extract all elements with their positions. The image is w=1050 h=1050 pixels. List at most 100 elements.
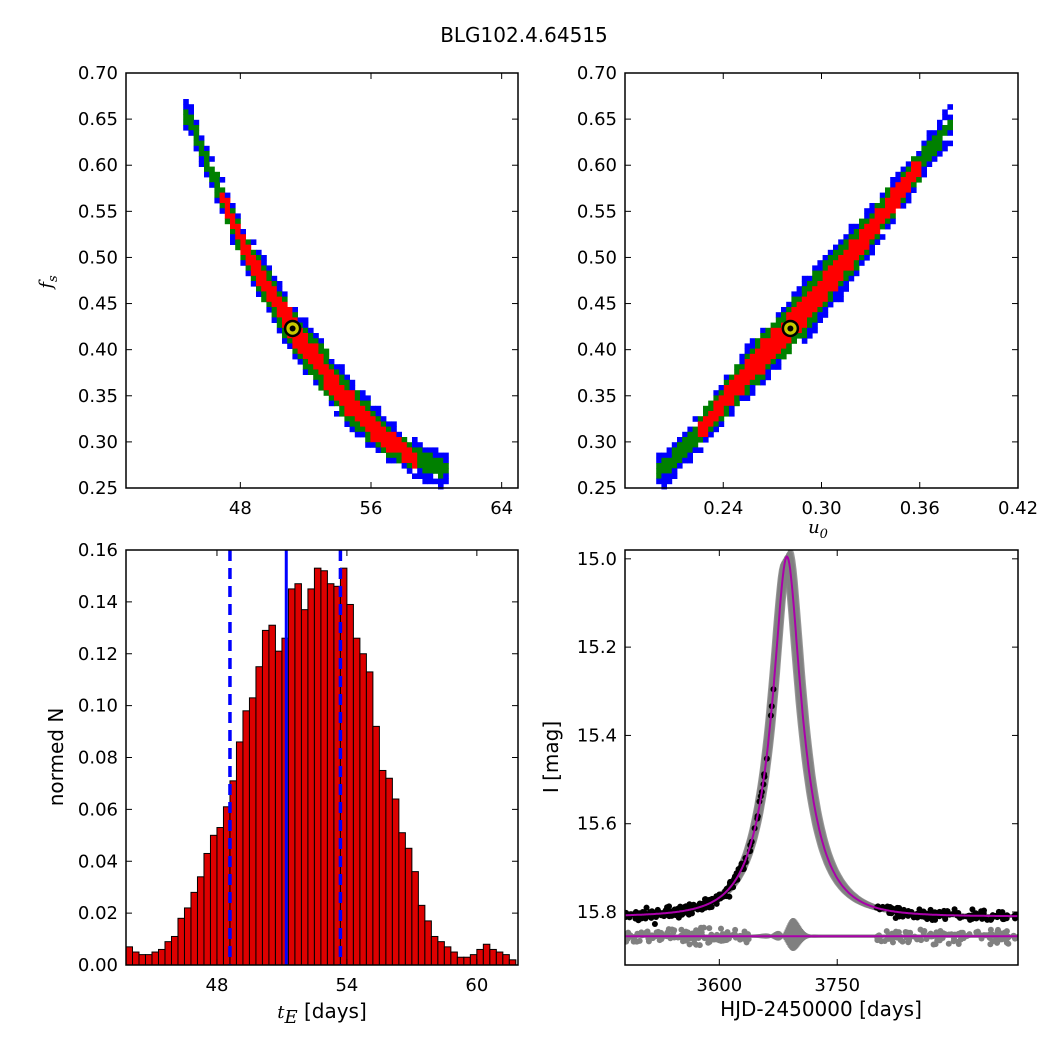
heatmap-cell	[656, 468, 662, 474]
heatmap-cell	[786, 348, 792, 355]
heatmap-cell	[791, 312, 797, 318]
heatmap-cell	[807, 307, 813, 313]
heatmap-cell	[879, 203, 886, 209]
heatmap-cell	[422, 473, 428, 479]
heatmap-cell	[775, 322, 782, 329]
heatmap-cell	[905, 197, 912, 204]
residual-point	[700, 924, 707, 931]
heatmap-cell	[308, 369, 314, 375]
heatmap-cell	[256, 265, 262, 271]
best-fit-dot	[787, 325, 794, 332]
heatmap-cell	[859, 255, 865, 261]
heatmap-cell	[318, 348, 324, 355]
heatmap-cell	[900, 182, 907, 188]
heatmap-cell	[723, 395, 730, 401]
heatmap-cell	[744, 348, 751, 355]
histogram-bar	[411, 871, 419, 966]
heatmap-cell	[874, 218, 881, 225]
heatmap-cell	[443, 473, 449, 479]
heatmap-cell	[853, 249, 860, 256]
heatmap-cell	[365, 426, 371, 433]
heatmap-cell	[942, 130, 948, 136]
heatmap-cell	[339, 395, 345, 401]
heatmap-cell	[879, 192, 886, 199]
histogram-bar	[502, 954, 510, 966]
heatmap-cell	[937, 125, 943, 131]
heatmap-cell	[360, 426, 366, 433]
heatmap-cell	[250, 270, 257, 277]
heatmap-cell	[250, 249, 257, 256]
heatmap-cell	[833, 255, 839, 261]
heatmap-cell	[770, 343, 777, 349]
residual-point	[732, 926, 739, 933]
residual-point	[937, 929, 944, 936]
heatmap-cell	[916, 171, 922, 178]
heatmap-cell	[214, 187, 220, 193]
heatmap-cell	[687, 437, 693, 443]
heatmap-cell	[266, 270, 272, 277]
heatmap-cell	[276, 301, 283, 308]
heatmap-cell	[838, 281, 844, 287]
heatmap-cell	[926, 140, 933, 147]
heatmap-cell	[749, 364, 756, 370]
heatmap-cell	[349, 379, 356, 386]
heatmap-cell	[214, 197, 220, 204]
heatmap-cell	[718, 421, 725, 427]
heatmap-cell	[796, 286, 803, 292]
residual-point	[917, 926, 924, 933]
heatmap-cell	[817, 260, 823, 266]
residual-point	[706, 925, 713, 932]
heatmap-cell	[230, 208, 236, 214]
heatmap-cell	[822, 296, 829, 303]
heatmap-cell	[697, 426, 704, 433]
heatmap-cell	[380, 421, 387, 427]
heatmap-cell	[656, 463, 662, 469]
heatmap-cell	[328, 385, 335, 391]
band-curve	[625, 550, 1018, 918]
heatmap-cell	[334, 411, 340, 417]
heatmap-cell	[744, 353, 751, 360]
heatmap-cell	[198, 151, 205, 157]
heatmap-cell	[687, 431, 693, 438]
heatmap-cell	[214, 182, 220, 188]
heatmap-cell	[256, 275, 262, 282]
heatmap-cell	[786, 307, 792, 313]
heatmap-cell	[911, 187, 917, 193]
heatmap-cell	[801, 301, 808, 308]
heatmap-cell	[682, 457, 688, 464]
heatmap-cell	[781, 307, 787, 313]
heatmap-cell	[427, 463, 434, 469]
heatmap-cell	[245, 244, 252, 251]
histogram-bar	[209, 834, 218, 966]
heatmap-cell	[266, 286, 272, 292]
heatmap-cell	[807, 312, 813, 318]
heatmap-cell	[770, 348, 777, 355]
heatmap-cell	[900, 192, 907, 199]
heatmap-cell	[708, 421, 714, 427]
heatmap-cell	[817, 307, 823, 313]
heatmap-cell	[349, 390, 356, 396]
heatmap-cell	[188, 114, 194, 121]
heatmap-cell	[271, 317, 278, 323]
heatmap-cell	[687, 426, 693, 433]
heatmap-cell	[308, 348, 314, 355]
histogram-bar	[391, 798, 400, 966]
heatmap-cell	[833, 270, 839, 277]
heatmap-cell	[656, 452, 662, 459]
heatmap-cell	[713, 426, 719, 433]
heatmap-cell	[718, 400, 725, 407]
heatmap-cell	[895, 182, 901, 188]
heatmap-cell	[360, 411, 366, 417]
heatmap-cell	[365, 421, 371, 427]
heatmap-cell	[822, 265, 829, 271]
heatmap-cell	[749, 359, 756, 365]
heatmap-cell	[833, 260, 839, 266]
heatmap-cell	[318, 379, 324, 386]
heatmap-cell	[703, 405, 709, 412]
heatmap-cell	[697, 437, 704, 443]
residual-point	[644, 928, 651, 935]
heatmap-cell	[775, 317, 782, 323]
heatmap-cell	[386, 452, 392, 459]
heatmap-cell	[765, 348, 771, 355]
heatmap-cell	[869, 208, 875, 214]
